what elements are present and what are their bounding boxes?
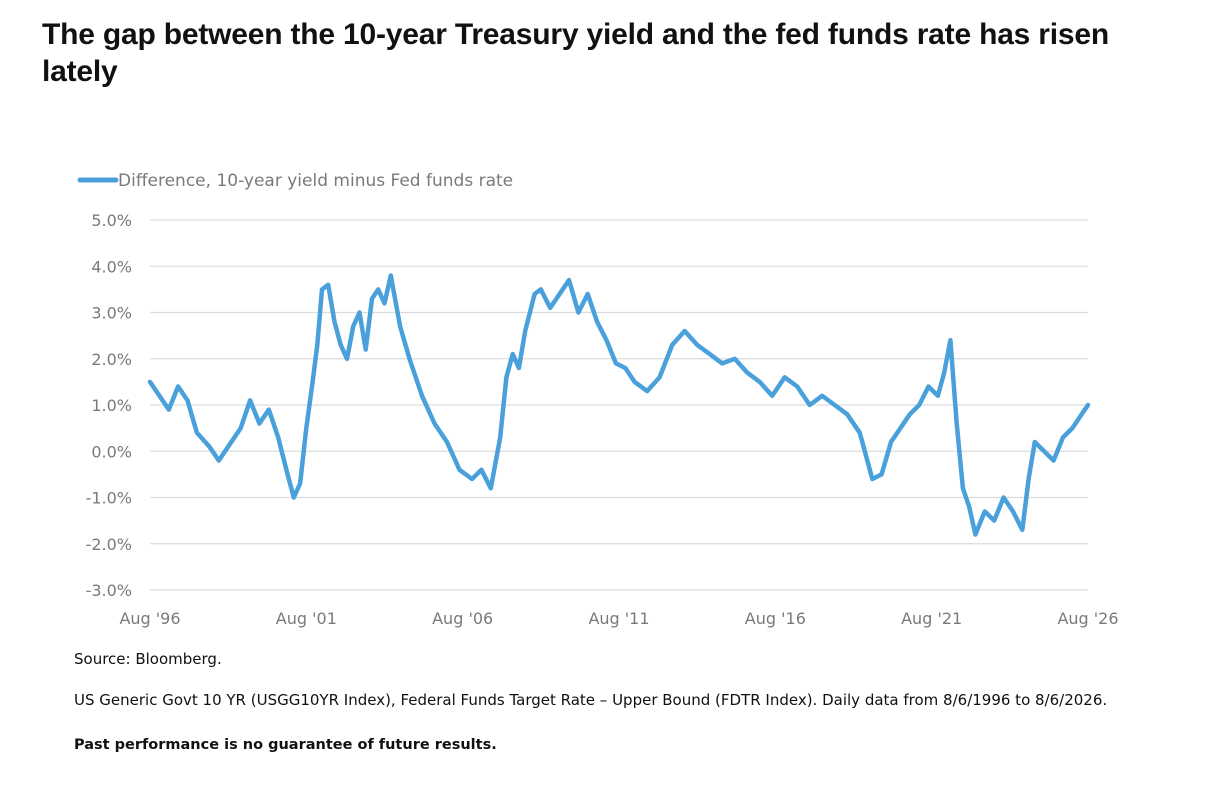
y-tick-label: 5.0%	[91, 211, 132, 230]
page-title: The gap between the 10-year Treasury yie…	[42, 18, 1110, 88]
y-tick-label: 0.0%	[91, 442, 132, 461]
chart-legend: Difference, 10-year yield minus Fed fund…	[77, 171, 513, 191]
data-description: US Generic Govt 10 YR (USGG10YR Index), …	[74, 691, 1108, 709]
series-line	[147, 273, 1091, 537]
y-tick-label: -2.0%	[86, 535, 132, 554]
chart-grid	[150, 219, 1088, 591]
x-tick-label: Aug '11	[588, 609, 649, 628]
disclaimer: Past performance is no guarantee of futu…	[74, 737, 497, 753]
y-tick-label: -1.0%	[86, 489, 132, 508]
x-tick-label: Aug '06	[432, 609, 493, 628]
x-axis-ticks: Aug '96 Aug '01 Aug '06 Aug '11 Aug '16 Aug '…	[119, 609, 1118, 628]
x-tick-label: Aug '01	[276, 609, 337, 628]
line-chart: Difference, 10-year yield minus Fed fund…	[77, 171, 1119, 628]
y-axis-ticks: 5.0% 4.0% 3.0% 2.0% 1.0% 0.0% -1.0% -2.0% -3.0%	[86, 211, 132, 600]
x-tick-label: Aug '21	[901, 609, 962, 628]
y-tick-label: 4.0%	[91, 257, 132, 276]
source-note: Source: Bloomberg.	[74, 650, 222, 668]
x-tick-label: Aug '16	[745, 609, 806, 628]
y-tick-label: 2.0%	[91, 350, 132, 369]
y-tick-label: -3.0%	[86, 581, 132, 600]
x-tick-label: Aug '96	[119, 609, 180, 628]
chart-series	[147, 273, 1091, 537]
x-tick-label: Aug '26	[1057, 609, 1118, 628]
y-tick-label: 1.0%	[91, 396, 132, 415]
legend-label: Difference, 10-year yield minus Fed fund…	[118, 171, 513, 191]
y-tick-label: 3.0%	[91, 304, 132, 323]
